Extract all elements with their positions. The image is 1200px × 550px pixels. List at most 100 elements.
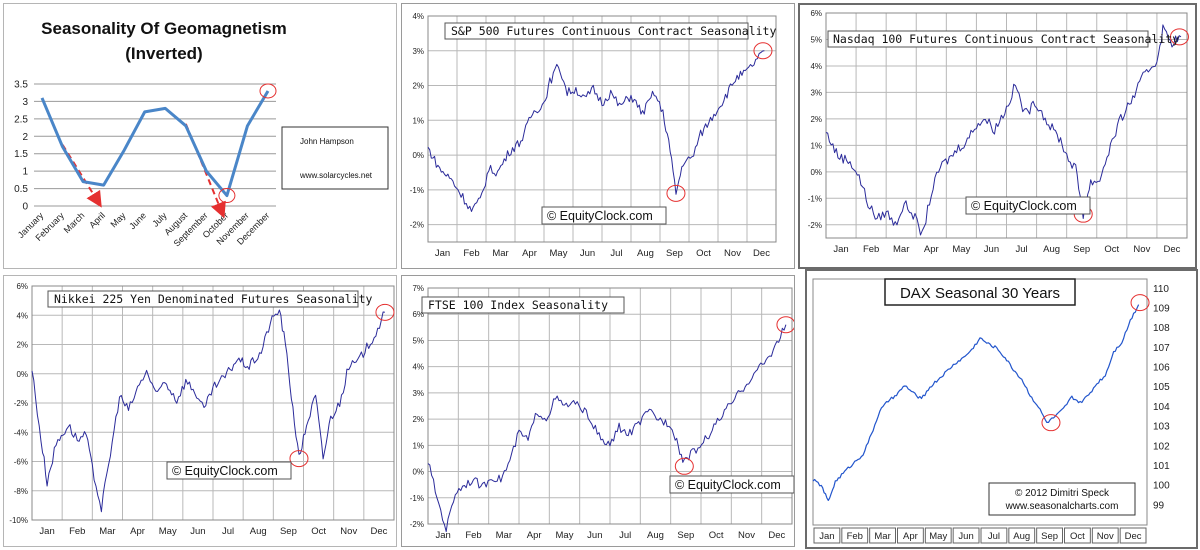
x-tick-label: Jan (833, 244, 848, 255)
y-tick-label: 3% (412, 389, 424, 398)
x-tick-box (1091, 527, 1119, 544)
chart-nasdaq: -2% -1% 0% 1% 2% 3% 4% 5% 6% Jan Feb Mar Apr May Jun Ju… (808, 9, 1189, 255)
y-tick-label: 4% (810, 62, 822, 71)
chart-title: S&P 500 Futures Continuous Contract Seas… (451, 24, 776, 38)
y-tick-label: 4% (412, 363, 424, 372)
y-tick-label: 1 (22, 167, 28, 178)
y-tick-label: 4% (412, 12, 424, 21)
x-tick-label: Apr (903, 531, 918, 542)
x-tick-label: May (952, 244, 970, 255)
chart-title-box (444, 22, 749, 40)
x-tick-label: Jun (587, 530, 602, 541)
x-tick-label: Jun (984, 244, 999, 255)
y-tick-label: 101 (1153, 461, 1170, 472)
y-tick-label: 109 (1153, 304, 1170, 315)
x-tick-box (813, 527, 841, 544)
chart-title-box (47, 290, 359, 308)
y-tick-label: -1% (808, 194, 822, 203)
y-tick-label: 102 (1153, 441, 1170, 452)
panel-nasdaq: -2% -1% 0% 1% 2% 3% 4% 5% 6% Jan Feb Mar Apr May Jun Ju… (798, 3, 1197, 269)
panel-sp500: -2% -1% 0% 1% 2% 3% 4% Jan Feb Mar Apr May Jun Jul Aug… (401, 3, 795, 269)
x-tick-box (1008, 527, 1036, 544)
chart-title: Nasdaq 100 Futures Continuous Contract S… (833, 32, 1179, 46)
x-tick-label: Dec (1125, 531, 1142, 542)
x-tick-box (869, 527, 897, 544)
x-tick-label: Jul (222, 526, 234, 537)
y-tick-label: 3 (22, 97, 28, 108)
watermark-author: © 2012 Dimitri Speck (1015, 488, 1110, 499)
x-tick-label: Apr (527, 530, 542, 541)
series-line (40, 90, 270, 198)
series-line (31, 309, 385, 513)
x-tick-label: Jun (958, 531, 973, 542)
x-tick-label: Feb (465, 530, 481, 541)
x-tick-label: Feb (847, 531, 863, 542)
x-tick-label: Apr (924, 244, 939, 255)
x-tick-label: Feb (69, 526, 85, 537)
y-tick-label: 105 (1153, 382, 1170, 393)
x-tick-label: Feb (463, 248, 479, 259)
y-tick-label: 6% (412, 310, 424, 319)
y-tick-label: 1% (810, 141, 822, 150)
y-tick-label: 6% (16, 282, 28, 291)
y-tick-label: -2% (410, 520, 424, 529)
highlight-circle (1041, 414, 1061, 432)
x-tick-label: Aug (1013, 531, 1030, 542)
x-tick-label: May (159, 526, 177, 537)
x-tick-label: March (62, 210, 87, 235)
x-tick-label: June (127, 210, 148, 231)
x-tick-label: Jun (580, 248, 595, 259)
x-tick-box (924, 527, 952, 544)
watermark: © EquityClock.com (971, 199, 1077, 213)
x-tick-label: Mar (492, 248, 508, 259)
watermark-box (669, 475, 794, 494)
watermark: © EquityClock.com (172, 464, 278, 478)
chart-ftse: -2% -1% 0% 1% 2% 3% 4% 5% 6% 7% Jan Feb Mar Apr May Jun… (410, 284, 794, 541)
x-tick-label: Sep (280, 526, 297, 537)
x-tick-label: Aug (1043, 244, 1060, 255)
y-tick-label: 3% (810, 88, 822, 97)
legend-box (281, 126, 389, 190)
y-tick-label: 5% (412, 336, 424, 345)
y-tick-label: 104 (1153, 402, 1170, 413)
x-tick-box (897, 527, 924, 544)
x-tick-label: Aug (647, 530, 664, 541)
x-tick-label: Oct (696, 248, 711, 259)
panel-geomagnetism: Seasonality Of Geomagnetism (Inverted) 0… (3, 3, 397, 269)
x-tick-label: Jul (610, 248, 622, 259)
x-tick-label: Oct (1070, 531, 1085, 542)
y-tick-label: -1% (410, 494, 424, 503)
y-tick-label: 1% (412, 441, 424, 450)
x-tick-label: Jun (190, 526, 205, 537)
x-tick-label: April (87, 210, 107, 230)
y-tick-label: 0% (412, 151, 424, 160)
watermark-box (541, 206, 667, 225)
chart-title-line1: Seasonality Of Geomagnetism (41, 19, 287, 38)
y-tick-label: -1% (410, 186, 424, 195)
y-tick-label: -8% (14, 487, 28, 496)
x-tick-label: Aug (250, 526, 267, 537)
x-tick-label: Oct (311, 526, 326, 537)
x-tick-label: Dec (768, 530, 785, 541)
y-tick-label: 3% (412, 47, 424, 56)
y-tick-label: 5% (810, 35, 822, 44)
y-tick-label: -6% (14, 458, 28, 467)
y-tick-label: 6% (810, 9, 822, 18)
chart-title: Nikkei 225 Yen Denominated Futures Seaso… (54, 292, 373, 306)
highlight-circle (776, 316, 794, 334)
x-tick-label: Dec (1164, 244, 1181, 255)
x-tick-label: Sep (1073, 244, 1090, 255)
legend-author: John Hampson (300, 137, 354, 146)
y-tick-label: 110 (1153, 284, 1169, 295)
x-tick-label: May (108, 210, 127, 229)
x-tick-box (952, 527, 980, 544)
x-tick-label: May (929, 531, 947, 542)
y-tick-label: 108 (1153, 323, 1170, 334)
highlight-circle (259, 83, 277, 99)
y-tick-label: -2% (410, 221, 424, 230)
highlight-circle (666, 184, 686, 202)
y-tick-label: -4% (14, 428, 28, 437)
panel-nikkei: -10% -8% -6% -4% -2% 0% 2% 4% 6% Jan Feb Mar Apr May J… (3, 275, 397, 547)
y-tick-label: 2% (16, 341, 28, 350)
x-tick-label: Jan (819, 531, 834, 542)
